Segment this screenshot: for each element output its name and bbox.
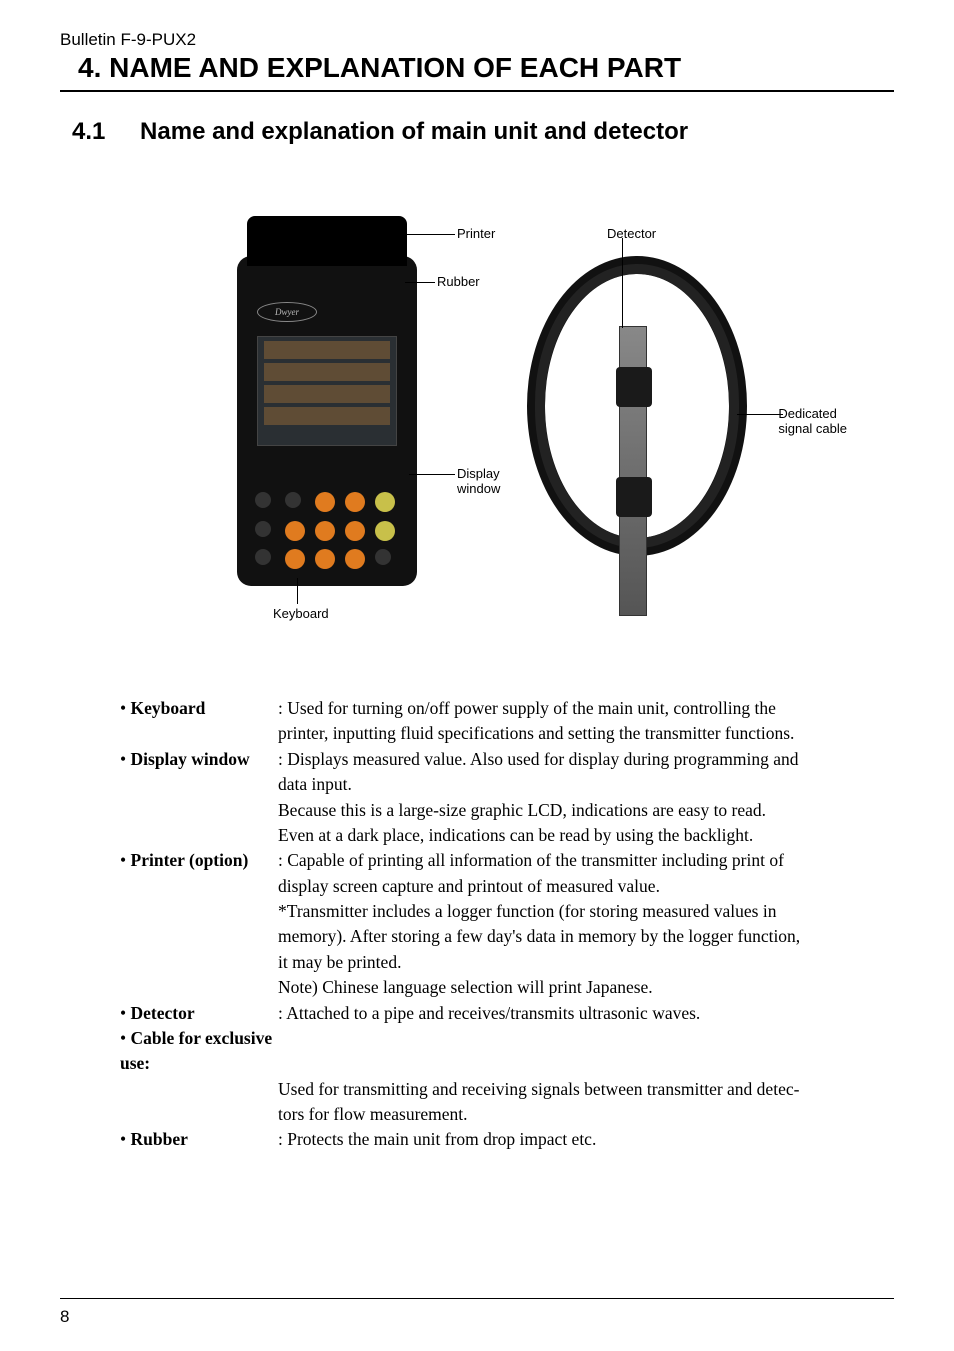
definition-term: • Detector [120,1001,278,1026]
main-unit-illustration: Dwyer [237,256,417,586]
section-title-text: Name and explanation of main unit and de… [140,118,688,145]
printer-illustration [247,216,407,266]
definition-line: Note) Chinese language selection will pr… [278,975,894,1000]
definition-line: Used for transmitting and receiving sign… [278,1077,894,1102]
definition-line: : Protects the main unit from drop impac… [278,1127,894,1152]
definition-line: : Attached to a pipe and receives/transm… [278,1001,894,1026]
detector-illustration [619,326,647,616]
definition-term: • Printer (option) [120,848,278,873]
definition-term: • Rubber [120,1127,278,1152]
definition-row: • Display window: Displays measured valu… [120,747,894,772]
label-keyboard: Keyboard [273,606,329,621]
label-printer: Printer [457,226,495,241]
section-heading: 4.1 Name and explanation of main unit an… [60,118,894,146]
definition-line: Even at a dark place, indications can be… [278,823,894,848]
definition-line: printer, inputting fluid specifications … [278,721,894,746]
definition-line: : Capable of printing all information of… [278,848,894,873]
chapter-number: 4. [78,52,101,83]
definition-line: display screen capture and printout of m… [278,874,894,899]
label-rubber: Rubber [437,274,480,289]
definition-line: : Displays measured value. Also used for… [278,747,894,772]
definition-term: • Keyboard [120,696,278,721]
definition-row: • Printer (option): Capable of printing … [120,848,894,873]
section-number: 4.1 [72,118,105,146]
page-number: 8 [60,1307,69,1327]
chapter-heading: 4. NAME AND EXPLANATION OF EACH PART [60,52,894,92]
keyboard-illustration [255,492,399,572]
label-detector: Detector [607,226,656,241]
definition-row: • Keyboard: Used for turning on/off powe… [120,696,894,721]
definition-row: • Detector: Attached to a pipe and recei… [120,1001,894,1026]
definition-line: data input. [278,772,894,797]
definitions-list: • Keyboard: Used for turning on/off powe… [120,696,894,1153]
footer-rule [60,1298,894,1299]
label-dedicated-cable: Dedicated signal cable [778,406,847,436]
definition-row: • Cable for exclusive use: [120,1026,894,1077]
label-display-window: Display window [457,466,500,496]
definition-line: it may be printed. [278,950,894,975]
bulletin-id: Bulletin F-9-PUX2 [60,30,894,50]
definition-row: • Rubber: Protects the main unit from dr… [120,1127,894,1152]
display-window-illustration [257,336,397,446]
definition-line: memory). After storing a few day's data … [278,924,894,949]
definition-term: • Cable for exclusive use: [120,1026,278,1077]
definition-term: • Display window [120,747,278,772]
definition-line: tors for flow measurement. [278,1102,894,1127]
definition-line: : Used for turning on/off power supply o… [278,696,894,721]
definition-line: Because this is a large-size graphic LCD… [278,798,894,823]
brand-logo: Dwyer [257,302,317,322]
definition-line: *Transmitter includes a logger function … [278,899,894,924]
device-figure: Dwyer Printer Detector Rubber Display wi… [177,196,777,636]
chapter-title-text: NAME AND EXPLANATION OF EACH PART [109,52,681,83]
